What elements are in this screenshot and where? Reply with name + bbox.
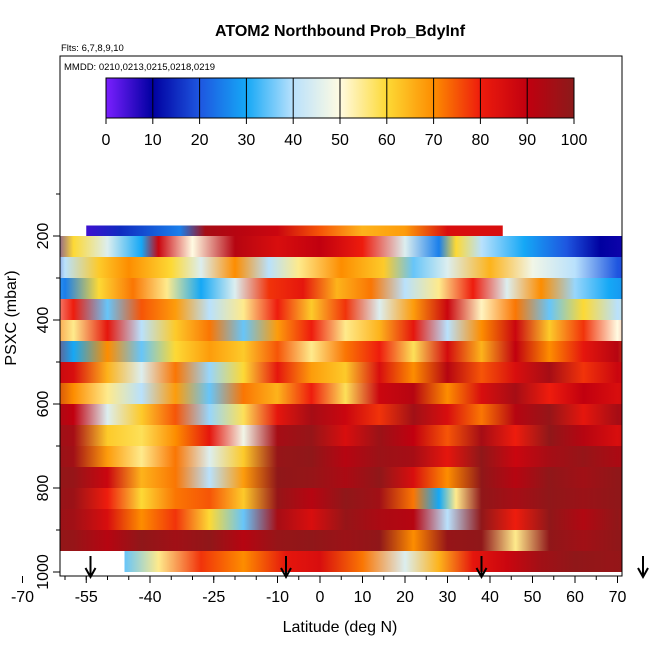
flights-label: Flts: 6,7,8,9,10: [61, 43, 124, 54]
y-tick-label: 600: [35, 391, 52, 418]
colorbar-tick-label: 100: [561, 132, 588, 149]
y-axis: 200 400 600 800 1000: [35, 194, 60, 590]
colorbar-tick-label: 40: [284, 132, 302, 149]
x-tick-label: -70: [11, 589, 34, 606]
heatmap-layers: [40, 226, 650, 573]
x-tick-label: 60: [566, 589, 584, 606]
x-tick-label: 50: [524, 589, 542, 606]
x-tick-label: 20: [396, 589, 414, 606]
colorbar-tick-label: 90: [518, 132, 536, 149]
x-tick-label: 10: [354, 589, 372, 606]
heat-layer: [40, 467, 650, 488]
chart-title: ATOM2 Northbound Prob_BdyInf: [215, 23, 466, 40]
dates-label: MMDD: 0210,0213,0215,0218,0219: [64, 62, 215, 73]
x-tick-label: 30: [439, 589, 457, 606]
x-tick-label: -55: [75, 589, 98, 606]
colorbar-tick-label: 0: [102, 132, 111, 149]
heat-layer: [125, 551, 650, 572]
colorbar-tick-label: 30: [238, 132, 256, 149]
colorbar: 0 10 20 30 40 50 60 70 80 90 100: [102, 78, 588, 149]
y-tick-label: 1000: [35, 554, 52, 590]
colorbar-tick-label: 70: [425, 132, 443, 149]
x-tick-label: -10: [266, 589, 289, 606]
x-tick-label: 70: [609, 589, 627, 606]
x-axis-label: Latitude (deg N): [283, 619, 398, 636]
x-tick-label: 0: [316, 589, 325, 606]
y-tick-label: 800: [35, 475, 52, 502]
heat-layer: [40, 341, 650, 362]
heat-layer: [40, 257, 650, 278]
y-tick-label: 400: [35, 307, 52, 334]
colorbar-tick-label: 20: [191, 132, 209, 149]
heat-layer: [40, 299, 650, 320]
x-tick-label: -40: [138, 589, 161, 606]
x-tick-label: -25: [202, 589, 225, 606]
heat-layer: [40, 362, 650, 383]
x-axis: -70-55-40-25-1001020304050607080: [11, 576, 650, 606]
colorbar-tick-label: 50: [331, 132, 349, 149]
heat-layer: [40, 383, 650, 404]
y-axis-label: PSXC (mbar): [3, 270, 20, 365]
heat-layer: [48, 236, 650, 257]
heat-layer: [40, 488, 650, 509]
heat-layer: [40, 530, 650, 551]
y-tick-label: 200: [35, 223, 52, 250]
heat-layer: [40, 278, 650, 299]
heat-layer: [40, 425, 650, 446]
colorbar-tick-label: 60: [378, 132, 396, 149]
heat-layer: [86, 226, 503, 237]
colorbar-tick-label: 80: [472, 132, 490, 149]
heat-layer: [40, 320, 650, 341]
colorbar-tick-label: 10: [144, 132, 162, 149]
heat-layer: [40, 404, 650, 425]
heat-layer: [40, 446, 650, 467]
heat-layer: [40, 509, 650, 530]
x-tick-label: 40: [481, 589, 499, 606]
